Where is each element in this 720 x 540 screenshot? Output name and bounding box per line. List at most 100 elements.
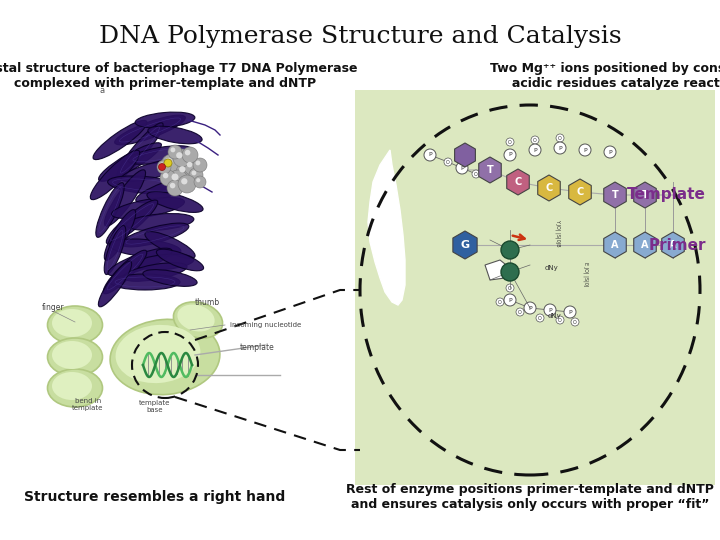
Circle shape xyxy=(504,149,516,161)
Text: O: O xyxy=(508,139,512,145)
Ellipse shape xyxy=(93,120,147,160)
Circle shape xyxy=(170,183,176,188)
Circle shape xyxy=(193,158,207,172)
Text: P: P xyxy=(558,145,562,151)
Ellipse shape xyxy=(52,372,92,400)
Ellipse shape xyxy=(52,309,92,337)
Ellipse shape xyxy=(112,198,184,219)
Circle shape xyxy=(167,180,183,196)
Text: finger: finger xyxy=(42,303,65,312)
Circle shape xyxy=(529,144,541,156)
Circle shape xyxy=(181,178,187,185)
Text: P: P xyxy=(548,307,552,313)
Ellipse shape xyxy=(109,239,181,257)
Circle shape xyxy=(579,144,591,156)
Circle shape xyxy=(456,162,468,174)
Ellipse shape xyxy=(128,146,192,164)
Circle shape xyxy=(424,149,436,161)
Text: P: P xyxy=(608,150,612,154)
Text: Primer: Primer xyxy=(649,238,706,253)
Circle shape xyxy=(176,163,194,181)
Text: incoming nucleotide: incoming nucleotide xyxy=(230,322,301,328)
Ellipse shape xyxy=(136,177,194,202)
Polygon shape xyxy=(368,150,405,305)
Text: P: P xyxy=(508,298,512,302)
Text: P: P xyxy=(568,309,572,314)
Circle shape xyxy=(536,314,544,322)
Text: a: a xyxy=(100,86,105,95)
Circle shape xyxy=(173,149,191,167)
Text: A: A xyxy=(670,240,677,250)
Circle shape xyxy=(504,294,516,306)
Circle shape xyxy=(182,147,198,163)
Ellipse shape xyxy=(156,249,204,271)
Circle shape xyxy=(161,154,183,176)
Text: bend in
template: bend in template xyxy=(72,398,104,411)
Circle shape xyxy=(184,159,200,175)
Ellipse shape xyxy=(148,126,202,144)
Text: O: O xyxy=(474,172,478,177)
Text: C: C xyxy=(577,187,584,197)
Text: P: P xyxy=(534,147,537,152)
Circle shape xyxy=(501,241,519,259)
Polygon shape xyxy=(485,260,510,280)
Text: Rest of enzyme positions primer-template and dNTP
and ensures catalysis only occ: Rest of enzyme positions primer-template… xyxy=(346,483,714,511)
Ellipse shape xyxy=(114,115,185,145)
Circle shape xyxy=(158,164,166,171)
Text: dNy: dNy xyxy=(545,265,559,271)
Circle shape xyxy=(556,134,564,142)
Circle shape xyxy=(444,158,452,166)
Text: P: P xyxy=(428,152,432,158)
Text: Structure resembles a right hand: Structure resembles a right hand xyxy=(24,490,286,504)
Circle shape xyxy=(506,284,514,292)
Circle shape xyxy=(524,302,536,314)
Ellipse shape xyxy=(126,213,194,231)
Text: Two Mg⁺⁺ ions positioned by conserved
     acidic residues catalyze reaction: Two Mg⁺⁺ ions positioned by conserved ac… xyxy=(490,62,720,90)
Circle shape xyxy=(168,145,182,159)
Text: E JO| |S|0J: E JO| |S|0J xyxy=(583,262,588,287)
Circle shape xyxy=(176,152,182,158)
Ellipse shape xyxy=(136,254,194,270)
Ellipse shape xyxy=(147,192,203,212)
Text: A: A xyxy=(642,240,649,250)
Text: O: O xyxy=(446,159,450,165)
Ellipse shape xyxy=(107,176,182,194)
Text: P: P xyxy=(528,306,532,310)
Polygon shape xyxy=(453,231,477,259)
Text: C: C xyxy=(545,183,553,193)
Text: O: O xyxy=(538,315,542,321)
Ellipse shape xyxy=(108,248,172,276)
Polygon shape xyxy=(538,175,560,201)
Ellipse shape xyxy=(117,123,163,177)
Circle shape xyxy=(496,298,504,306)
Text: dNy: dNy xyxy=(548,313,562,319)
Circle shape xyxy=(554,142,566,154)
Circle shape xyxy=(171,173,179,180)
Polygon shape xyxy=(634,232,656,258)
Ellipse shape xyxy=(104,226,126,274)
Circle shape xyxy=(192,171,197,176)
Ellipse shape xyxy=(107,200,158,244)
Text: template
base: template base xyxy=(139,400,171,413)
Polygon shape xyxy=(507,169,529,195)
Text: C: C xyxy=(514,177,521,187)
Text: Template: Template xyxy=(627,187,706,202)
Polygon shape xyxy=(604,232,626,258)
Polygon shape xyxy=(479,157,501,183)
Circle shape xyxy=(163,173,168,178)
Text: P: P xyxy=(460,165,464,171)
Circle shape xyxy=(472,170,480,178)
Ellipse shape xyxy=(48,306,102,344)
Ellipse shape xyxy=(174,302,222,338)
Circle shape xyxy=(178,175,196,193)
Circle shape xyxy=(501,263,519,281)
Text: O: O xyxy=(508,286,512,291)
Ellipse shape xyxy=(116,325,200,383)
Text: Crystal structure of bacteriophage T7 DNA Polymerase
complexed with primer-templ: Crystal structure of bacteriophage T7 DN… xyxy=(0,62,358,90)
Text: T: T xyxy=(487,165,493,175)
Ellipse shape xyxy=(103,250,147,294)
Circle shape xyxy=(185,150,190,156)
Text: T: T xyxy=(642,190,649,200)
Circle shape xyxy=(544,304,556,316)
Circle shape xyxy=(531,136,539,144)
